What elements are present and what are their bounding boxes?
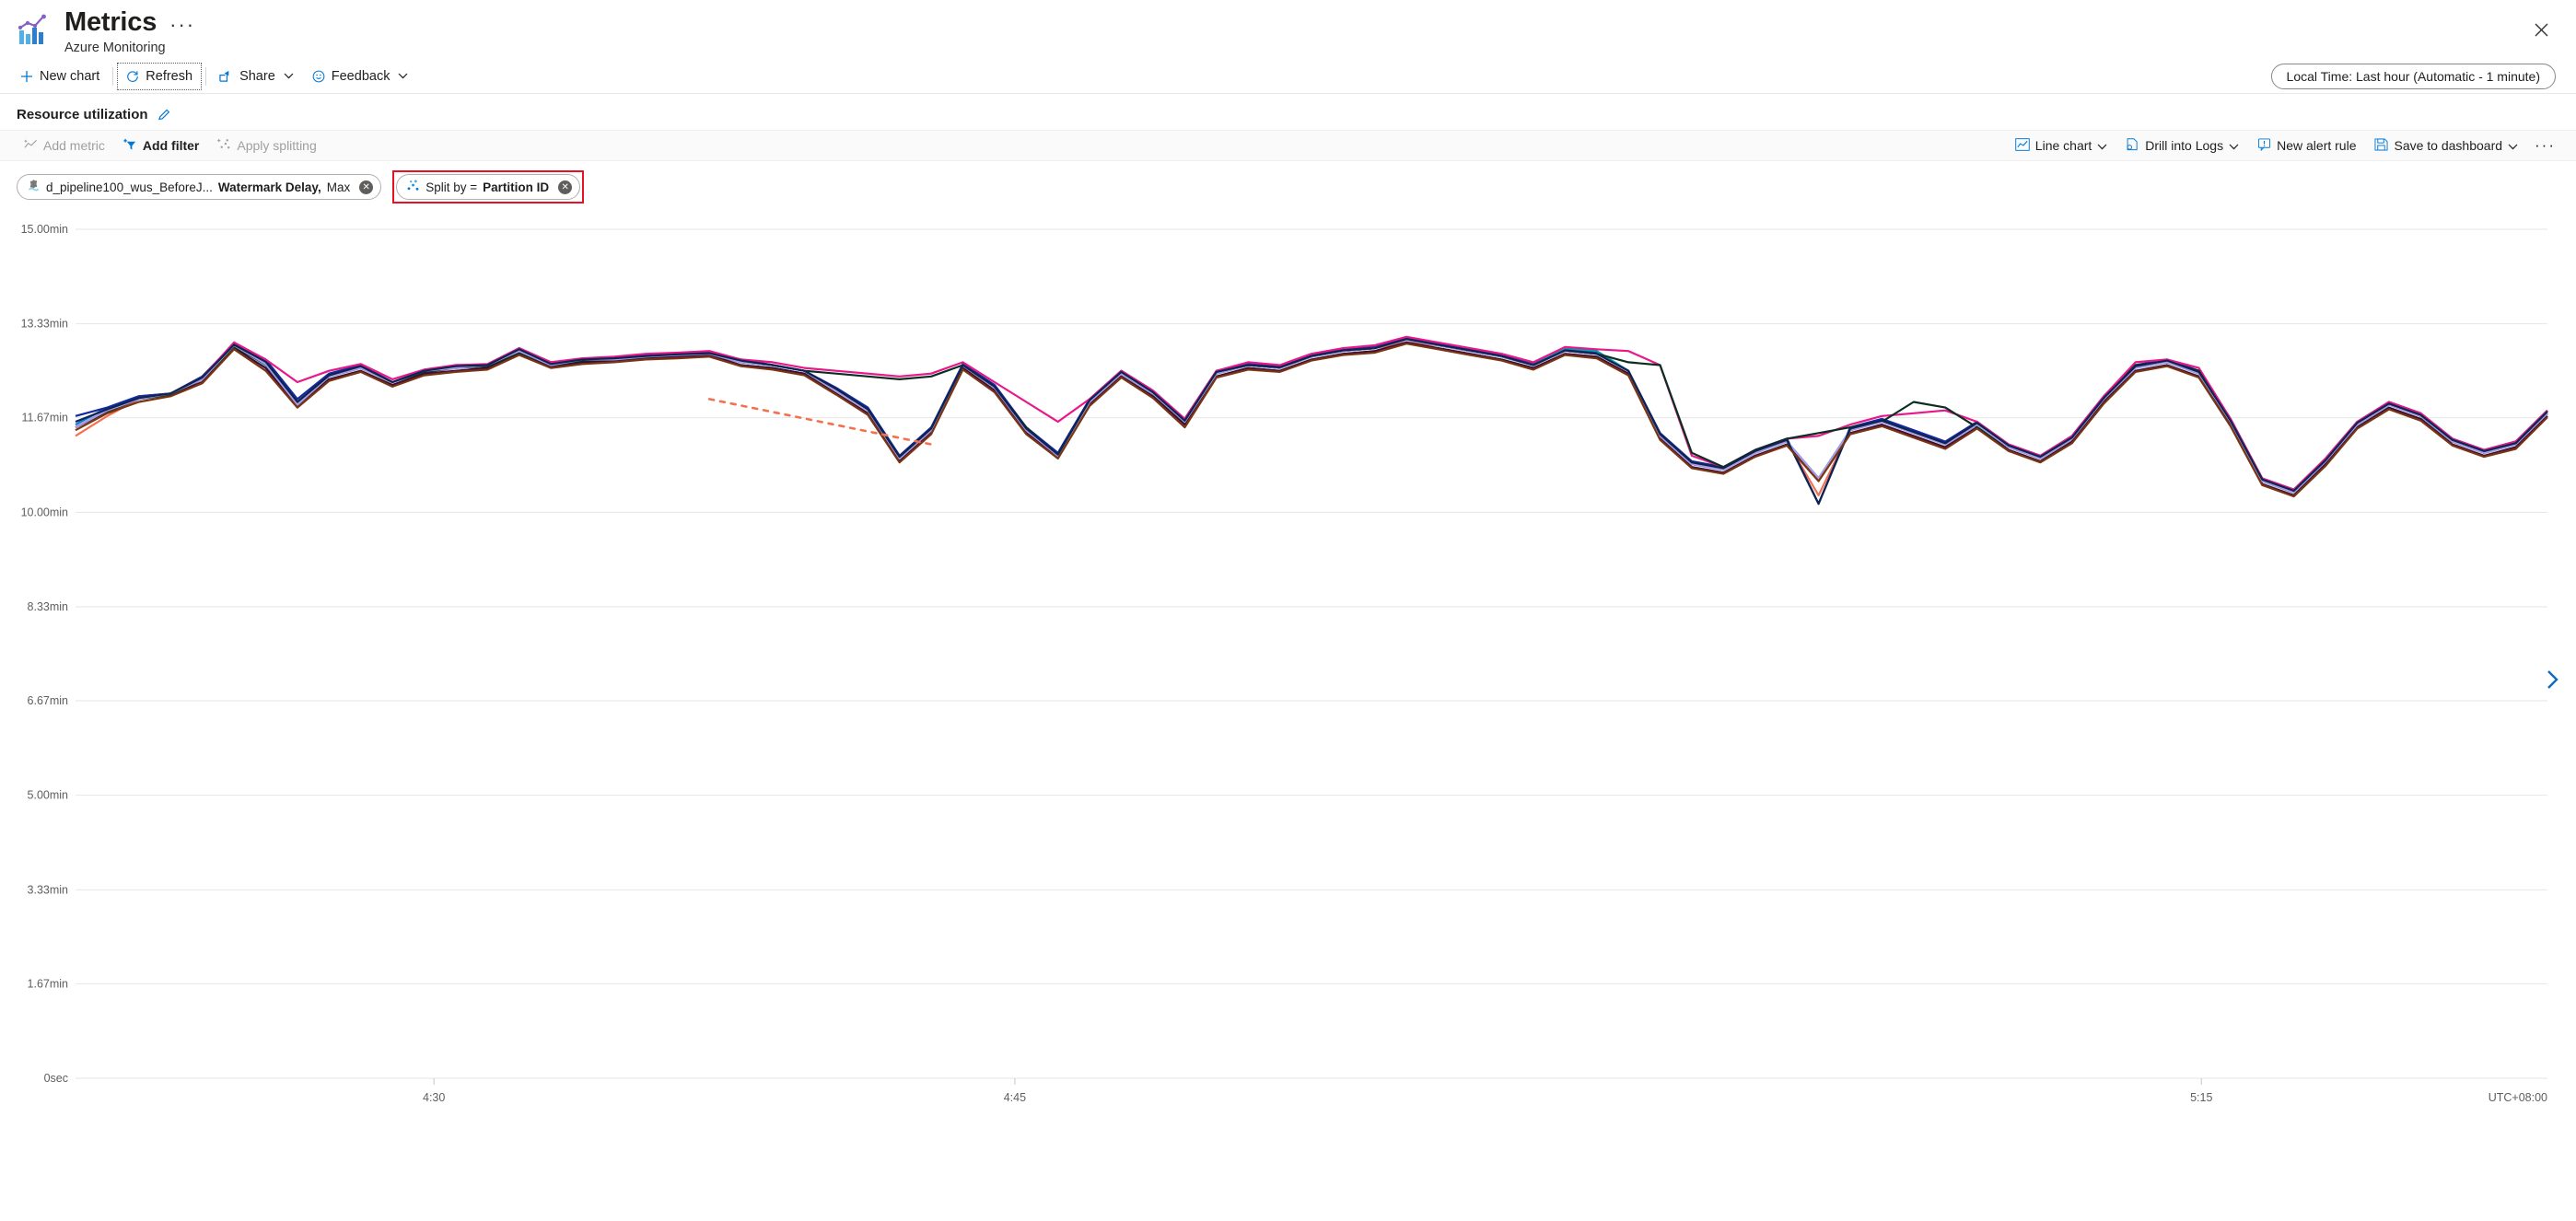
window-titlebar: Metrics ··· Azure Monitoring — [0, 0, 2576, 59]
chart-filters-row: d_pipeline100_wus_BeforeJ... Watermark D… — [0, 161, 2576, 211]
chevron-down-icon — [284, 71, 294, 82]
y-axis-tick-label: 11.67min — [22, 412, 69, 424]
add-metric-label: Add metric — [43, 138, 105, 153]
chevron-down-icon-4 — [2229, 138, 2239, 153]
refresh-label: Refresh — [146, 68, 193, 84]
metric-resource-icon — [27, 179, 41, 195]
save-to-dashboard-button[interactable]: Save to dashboard — [2365, 133, 2527, 158]
refresh-button[interactable]: Refresh — [117, 62, 203, 90]
y-axis-tick-label: 5.00min — [28, 789, 69, 802]
title-more-menu[interactable]: ··· — [169, 13, 196, 36]
timezone-label: UTC+08:00 — [2489, 1091, 2547, 1104]
apply-splitting-button[interactable]: Apply splitting — [208, 133, 325, 158]
chart-title: Resource utilization — [17, 107, 148, 122]
metrics-app-icon — [17, 12, 53, 49]
alert-icon — [2257, 137, 2271, 154]
apply-splitting-label: Apply splitting — [237, 138, 317, 153]
metric-pill-name: Watermark Delay, — [217, 180, 321, 194]
line-chart-icon — [2015, 137, 2030, 154]
toolbar-divider — [112, 66, 114, 86]
toolbar-divider-2 — [205, 66, 207, 86]
apply-splitting-icon — [217, 138, 231, 154]
split-by-prefix: Split by = — [425, 180, 478, 194]
feedback-button[interactable]: Feedback — [303, 63, 418, 90]
split-by-pill[interactable]: Split by = Partition ID ✕ — [396, 174, 581, 200]
chart-type-button[interactable]: Line chart — [2006, 133, 2116, 158]
drill-into-logs-button[interactable]: Drill into Logs — [2116, 133, 2248, 158]
y-axis-tick-label: 6.67min — [28, 694, 69, 707]
y-axis-tick-label: 13.33min — [21, 318, 68, 331]
metric-pill-remove-button[interactable]: ✕ — [359, 180, 374, 194]
metric-pill-aggregation: Max — [326, 180, 351, 194]
chart-type-label: Line chart — [2034, 138, 2092, 153]
new-chart-button[interactable]: New chart — [11, 63, 109, 90]
chart-series-line[interactable] — [75, 338, 2548, 506]
new-chart-label: New chart — [40, 68, 100, 84]
y-axis-tick-label: 0sec — [44, 1072, 68, 1085]
metric-pill-resource: d_pipeline100_wus_BeforeJ... — [46, 180, 213, 194]
refresh-icon — [126, 70, 139, 83]
chart-more-menu[interactable]: ··· — [2535, 136, 2556, 154]
add-filter-button[interactable]: Add filter — [114, 133, 208, 158]
page-subtitle: Azure Monitoring — [64, 41, 166, 55]
logs-icon — [2126, 137, 2139, 154]
drill-into-logs-label: Drill into Logs — [2145, 138, 2224, 153]
x-axis-tick-label: 4:30 — [423, 1091, 445, 1104]
smiley-icon — [312, 70, 325, 83]
split-by-remove-button[interactable]: ✕ — [558, 180, 573, 194]
chart-plot-area[interactable]: 15.00min 13.33min 11.67min 10.00min 8.33min 6… — [0, 213, 2576, 1184]
time-range-picker[interactable]: Local Time: Last hour (Automatic - 1 min… — [2270, 63, 2556, 89]
split-by-value: Partition ID — [483, 180, 550, 194]
expand-chart-arrow[interactable] — [2543, 666, 2563, 698]
chart-series-line[interactable] — [75, 343, 2548, 498]
new-alert-rule-label: New alert rule — [2277, 138, 2357, 153]
missing-data-dashed-segment — [707, 398, 933, 446]
chart-series-line[interactable] — [75, 341, 2548, 496]
split-icon — [406, 179, 420, 195]
chart-svg[interactable]: 15.00min 13.33min 11.67min 10.00min 8.33min 6… — [0, 213, 2576, 1184]
split-by-highlight: Split by = Partition ID ✕ — [392, 170, 585, 204]
page-title: Metrics — [64, 7, 157, 37]
add-metric-icon — [24, 138, 38, 154]
save-to-dashboard-label: Save to dashboard — [2394, 138, 2503, 153]
chart-header: Resource utilization — [0, 94, 2576, 130]
x-axis-tick-label: 5:15 — [2190, 1091, 2212, 1104]
share-icon — [219, 70, 233, 83]
feedback-label: Feedback — [331, 68, 390, 84]
close-icon — [2535, 23, 2548, 37]
plus-icon — [20, 70, 33, 83]
chart-toolbar-right: Line chart Drill into Logs — [2006, 133, 2563, 158]
close-button[interactable] — [2528, 17, 2554, 42]
chevron-down-icon-5 — [2508, 138, 2518, 153]
edit-pencil-icon[interactable] — [157, 108, 171, 122]
chart-toolbar: Add metric Add filter Apply — [0, 130, 2576, 161]
y-axis-tick-label: 8.33min — [28, 600, 69, 613]
y-axis-tick-label: 3.33min — [28, 883, 69, 896]
y-axis-tick-label: 10.00min — [21, 506, 68, 518]
save-icon — [2374, 137, 2388, 154]
y-axis-tick-label: 15.00min — [21, 223, 68, 236]
chart-card: Resource utilization Add metric — [0, 94, 2576, 1184]
metric-pill[interactable]: d_pipeline100_wus_BeforeJ... Watermark D… — [17, 174, 382, 200]
x-axis-tick-label: 4:45 — [1004, 1091, 1026, 1104]
add-filter-label: Add filter — [142, 138, 200, 153]
command-bar: New chart Refresh Share — [0, 59, 2576, 94]
share-button[interactable]: Share — [210, 63, 303, 90]
share-label: Share — [239, 68, 275, 84]
y-axis-tick-label: 1.67min — [28, 977, 69, 990]
add-metric-button[interactable]: Add metric — [15, 133, 114, 158]
chevron-down-icon-2 — [398, 71, 408, 82]
add-filter-icon — [123, 138, 137, 154]
chevron-down-icon-3 — [2097, 138, 2107, 153]
new-alert-rule-button[interactable]: New alert rule — [2248, 133, 2365, 158]
